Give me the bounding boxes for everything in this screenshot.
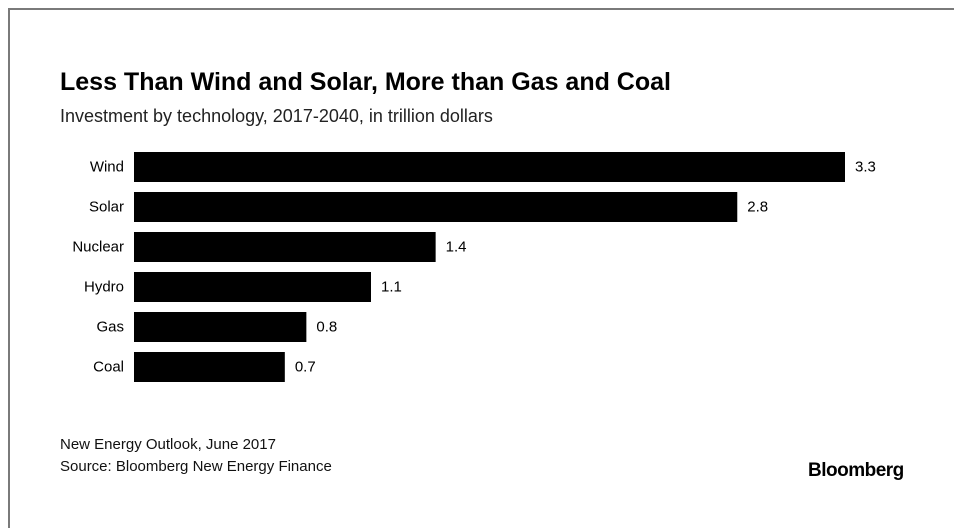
bar-gas <box>134 312 307 342</box>
bar-wind <box>134 152 845 182</box>
category-label-solar: Solar <box>89 199 124 216</box>
chart-subtitle: Investment by technology, 2017-2040, in … <box>60 106 493 126</box>
value-label-hydro: 1.1 <box>381 279 402 296</box>
bar-solar <box>134 192 738 222</box>
category-label-gas: Gas <box>96 319 124 336</box>
category-label-nuclear: Nuclear <box>72 239 124 256</box>
bar-coal <box>134 352 285 382</box>
footnote-note: New Energy Outlook, June 2017 <box>60 436 276 453</box>
bar-hydro <box>134 272 371 302</box>
value-label-nuclear: 1.4 <box>446 239 467 256</box>
value-label-coal: 0.7 <box>295 359 316 376</box>
category-label-hydro: Hydro <box>84 279 124 296</box>
category-label-wind: Wind <box>90 159 124 176</box>
chart-frame <box>8 8 954 528</box>
bloomberg-logo: Bloomberg <box>808 460 904 481</box>
category-label-coal: Coal <box>93 359 124 376</box>
value-label-solar: 2.8 <box>747 199 768 216</box>
bar-nuclear <box>134 232 436 262</box>
value-label-wind: 3.3 <box>855 159 876 176</box>
footnote-source: Source: Bloomberg New Energy Finance <box>60 458 332 475</box>
chart-title: Less Than Wind and Solar, More than Gas … <box>60 68 671 96</box>
value-label-gas: 0.8 <box>316 319 337 336</box>
